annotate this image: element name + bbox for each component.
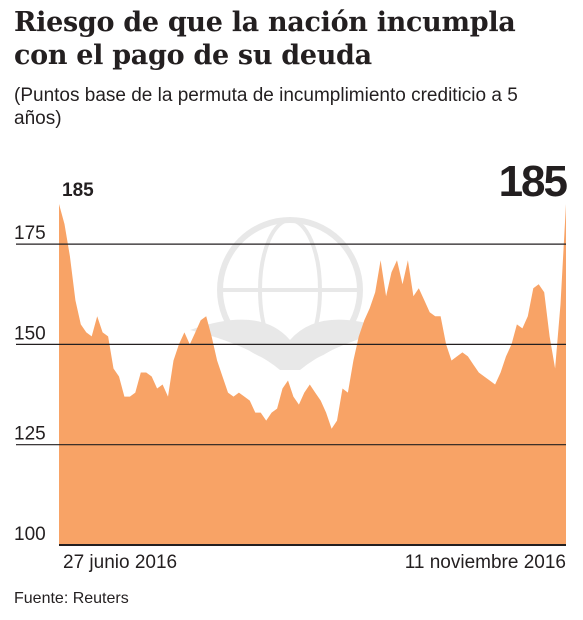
x-tick-label-end: 11 noviembre 2016 (405, 552, 566, 573)
source-note: Fuente: Reuters (14, 590, 129, 607)
x-tick-label-start: 27 junio 2016 (63, 552, 177, 573)
chart-subtitle: (Puntos base de la permuta de incumplimi… (14, 85, 518, 129)
series-area (59, 204, 566, 545)
y-tick-label: 150 (14, 323, 46, 344)
y-tick-label: 125 (14, 424, 46, 445)
y-tick-label: 175 (14, 223, 46, 244)
y-tick-label: 100 (14, 524, 46, 545)
start-value-label: 185 (62, 180, 94, 201)
end-value-label: 185 (499, 157, 568, 206)
chart-title: Riesgo de que la nación incumpla con el … (14, 7, 516, 71)
